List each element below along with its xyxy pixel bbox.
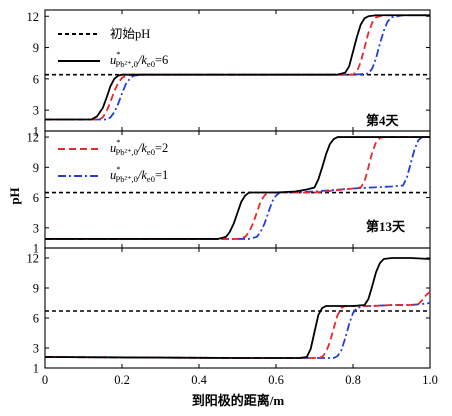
- panel-day4: 1 3 6 9 12: [27, 10, 431, 139]
- y-axis-label: pH: [7, 187, 22, 204]
- p3-series-r2: [44, 291, 431, 359]
- p1-ytick-label-6: 6: [33, 72, 39, 86]
- p1-series-r1: [45, 14, 430, 121]
- xtick-label-1: 1.0: [422, 373, 438, 387]
- p1-ytick-label-3: 3: [33, 104, 39, 118]
- p1-ytick-label-9: 9: [33, 41, 39, 55]
- p3-ytick-label-1: 1: [33, 362, 39, 376]
- xtick-label-0.2: 0.2: [114, 373, 130, 387]
- xtick-label-0.8: 0.8: [345, 373, 361, 387]
- legend-ratio-6-label: u* Pb²⁺,0/ke0=6: [110, 49, 168, 69]
- panel-1-label: 第4天: [366, 113, 400, 128]
- legend-initial: 初始pH: [58, 27, 150, 41]
- panel-2-label: 第13天: [366, 219, 406, 234]
- p1-ytick-label-1: 1: [33, 125, 39, 139]
- legend-ratio-2-label: u* Pb²⁺,0/ke0=2: [110, 137, 168, 157]
- p2-ytick-label-9: 9: [33, 161, 39, 175]
- p2-ytick-label-1: 1: [33, 242, 39, 256]
- p1-series-r6: [45, 14, 430, 121]
- p2-ytick-label-6: 6: [33, 191, 39, 205]
- p2-ytick-label-3: 3: [33, 221, 39, 235]
- xtick-label-0: 0: [42, 373, 48, 387]
- legend-ratio-6: u* Pb²⁺,0/ke0=6: [58, 49, 168, 69]
- p3-series-r6: [44, 257, 431, 359]
- p2-ytick-label-12: 12: [27, 131, 40, 145]
- panel-bottom: 1 3 6 9 12 0 0.2 0.4 0.6 0.8 1.0: [27, 248, 438, 387]
- p1-series-r2: [45, 14, 430, 121]
- p3-ytick-label-9: 9: [33, 282, 39, 296]
- p2-series-r6: [45, 136, 430, 240]
- x-axis-label: 到阳极的距离/m: [192, 393, 285, 408]
- p1-ytick-label-12: 12: [27, 10, 40, 24]
- legend-ratio-2: u* Pb²⁺,0/ke0=2: [58, 137, 168, 157]
- p2-series-r1: [45, 136, 430, 240]
- panel-day13: 1 3 6 9 12: [27, 131, 431, 256]
- p3-ytick-label-6: 6: [33, 312, 39, 326]
- xtick-label-0.6: 0.6: [268, 373, 284, 387]
- legend-ratio-1-label: u* Pb²⁺,0/ke0=1: [110, 164, 168, 184]
- xtick-label-0.4: 0.4: [191, 373, 207, 387]
- legend-initial-label: 初始pH: [110, 27, 150, 41]
- p3-ytick-label-12: 12: [27, 252, 40, 266]
- p3-ytick-label-3: 3: [33, 342, 39, 356]
- panel-3-frame: [44, 247, 431, 369]
- legend-ratio-1: u* Pb²⁺,0/ke0=1: [58, 164, 168, 184]
